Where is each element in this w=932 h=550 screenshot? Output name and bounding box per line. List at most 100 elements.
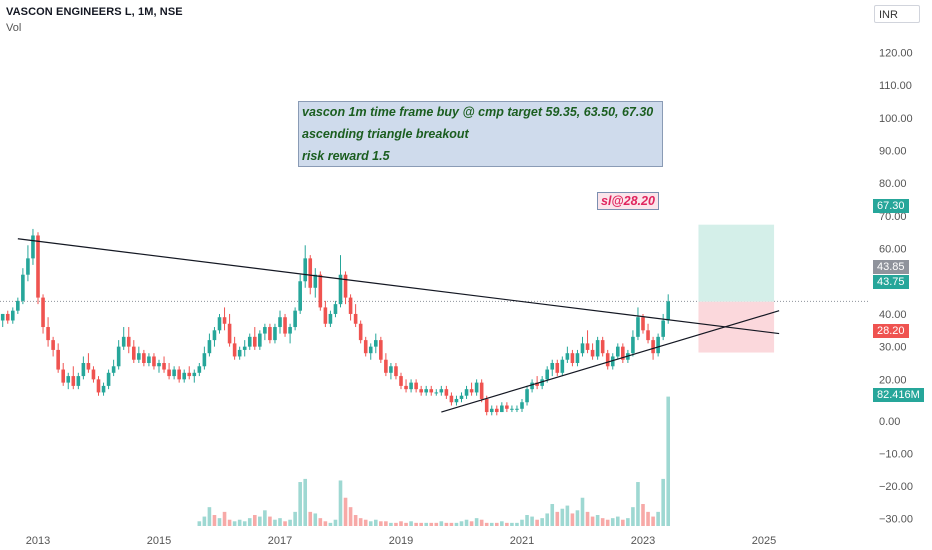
volume-bar — [338, 480, 343, 526]
candle-body — [303, 258, 308, 282]
candle-body — [46, 327, 50, 341]
volume-bar — [348, 507, 353, 526]
candle-body — [615, 346, 620, 357]
candle-body — [515, 408, 519, 410]
candle-body — [575, 353, 580, 363]
candle-body — [182, 372, 187, 380]
volume-bar — [399, 521, 403, 526]
currency-selector[interactable]: INR — [874, 5, 920, 23]
time-tick-label: 2015 — [147, 535, 171, 547]
candle-body — [217, 317, 222, 331]
candle-body — [429, 389, 434, 393]
candle-body — [545, 369, 550, 380]
time-tick-label: 2023 — [631, 535, 655, 547]
candle-body — [338, 274, 343, 305]
candle-body — [202, 353, 207, 367]
loss-zone — [698, 301, 775, 353]
candle-body — [474, 382, 479, 393]
volume-bar — [449, 522, 454, 526]
time-axis[interactable]: 2013 2015 2017 2019 2021 2023 2025 — [26, 535, 776, 547]
candle-body — [454, 398, 459, 403]
volume-bar — [550, 504, 555, 526]
candle-body — [258, 333, 262, 347]
volume-bar — [469, 521, 474, 526]
candle-body — [409, 382, 413, 390]
profit-zone — [698, 224, 775, 302]
candle-body — [242, 346, 247, 350]
volume-bar — [278, 518, 282, 526]
candle-body — [368, 346, 373, 354]
volume-bar — [600, 518, 605, 526]
volume-bar — [227, 519, 232, 526]
volume-bar — [222, 511, 227, 526]
volume-bar — [283, 521, 287, 526]
volume-bar — [404, 522, 408, 526]
price-tick-label: 90.00 — [879, 145, 907, 157]
candle-body — [96, 379, 101, 393]
volume-bar — [500, 521, 504, 526]
volume-bar — [263, 510, 267, 526]
price-tick-label: 70.00 — [879, 211, 907, 223]
volume-bar — [464, 519, 469, 526]
candle-body — [36, 235, 40, 298]
target-price-badge: 67.30 — [873, 199, 909, 213]
candle-body — [152, 356, 156, 367]
volume-bar — [545, 513, 550, 526]
candle-body — [500, 405, 504, 413]
stop-loss-label[interactable]: sl@28.20 — [597, 192, 659, 210]
candle-body — [414, 382, 418, 390]
candle-body — [288, 327, 292, 334]
candle-body — [399, 376, 403, 386]
candle-body — [26, 258, 30, 275]
volume-bar — [494, 522, 499, 526]
volume-bar — [298, 482, 302, 526]
time-tick-label: 2019 — [389, 535, 413, 547]
candle-body — [101, 385, 106, 393]
last-price-badge: 43.85 — [873, 260, 909, 274]
candle-body — [505, 405, 509, 409]
volume-tick-label: −30.00 — [879, 514, 913, 526]
candle-body — [580, 343, 585, 354]
candle-body — [636, 317, 640, 337]
candle-body — [535, 382, 539, 386]
volume-bar — [570, 513, 575, 526]
candle-body — [147, 356, 151, 363]
candle-body — [278, 317, 282, 328]
candle-body — [363, 340, 368, 354]
trade-note-box[interactable]: vascon 1m time frame buy @ cmp target 59… — [298, 101, 663, 167]
volume-bar — [363, 519, 368, 526]
candle-body — [565, 353, 570, 360]
volume-bar — [565, 505, 570, 526]
volume-bar — [389, 522, 393, 526]
candle-body — [227, 323, 232, 344]
symbol-title[interactable]: VASCON ENGINEERS L, 1M, NSE — [6, 6, 183, 18]
volume-bar — [247, 518, 252, 526]
volume-bar — [595, 515, 600, 526]
volume-bar — [328, 522, 333, 526]
candle-body — [343, 274, 348, 298]
candle-body — [212, 330, 217, 341]
volume-value-badge: 82.416M — [873, 388, 924, 402]
candle-body — [187, 372, 192, 377]
candle-body — [540, 379, 544, 386]
volume-bar — [489, 522, 494, 526]
time-tick-label: 2013 — [26, 535, 50, 547]
price-tick-label: 30.00 — [879, 342, 907, 354]
trendline — [441, 310, 780, 413]
volume-bar — [641, 504, 645, 526]
volume-bar — [454, 522, 459, 526]
candle-body — [621, 346, 625, 360]
candle-body — [252, 336, 257, 347]
candle-body — [192, 372, 197, 377]
trendlines[interactable] — [17, 238, 780, 413]
volume-bar — [540, 518, 544, 526]
note-line-2: ascending triangle breakout — [302, 127, 469, 141]
candle-body — [162, 363, 166, 370]
volume-bar — [358, 518, 363, 526]
candle-body — [651, 340, 655, 354]
candle-body — [379, 340, 383, 360]
volume-bar — [560, 508, 565, 526]
candle-body — [111, 366, 116, 373]
price-axis[interactable]: 120.00110.00100.0090.0080.0070.0060.0050… — [879, 47, 913, 386]
